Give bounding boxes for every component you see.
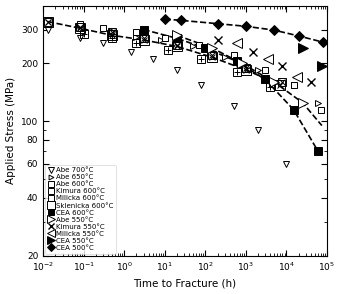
X-axis label: Time to Fracture (h): Time to Fracture (h) xyxy=(134,278,237,288)
Y-axis label: Applied Stress (MPa): Applied Stress (MPa) xyxy=(5,77,16,184)
Legend: Abe 700°C, Abe 650°C, Abe 600°C, Kimura 600°C, Milicka 600°C, Sklenicka 600°C, C: Abe 700°C, Abe 650°C, Abe 600°C, Kimura … xyxy=(45,165,116,253)
